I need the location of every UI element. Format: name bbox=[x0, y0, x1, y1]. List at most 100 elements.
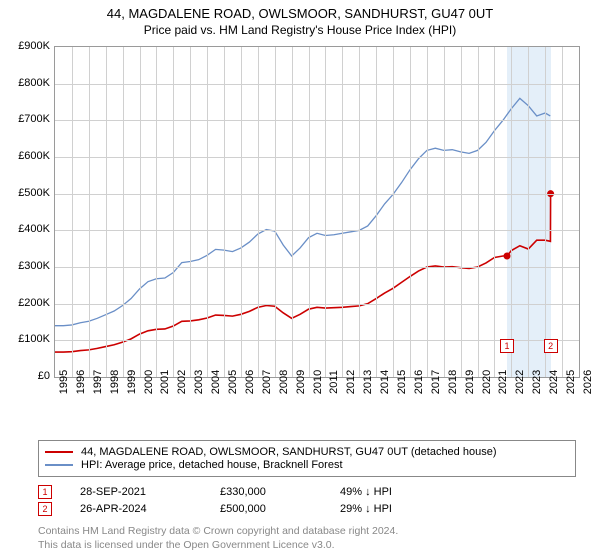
x-tick-label: 2008 bbox=[278, 370, 290, 394]
sales-price: £330,000 bbox=[220, 486, 340, 498]
y-tick-label: £0 bbox=[10, 370, 50, 382]
x-tick-label: 2025 bbox=[565, 370, 577, 394]
legend-swatch bbox=[45, 451, 73, 453]
sale-marker-label: 2 bbox=[544, 339, 558, 353]
gridline-v bbox=[511, 47, 512, 377]
y-tick-label: £700K bbox=[10, 113, 50, 125]
gridline-v bbox=[123, 47, 124, 377]
y-tick-label: £500K bbox=[10, 187, 50, 199]
x-tick-label: 2005 bbox=[227, 370, 239, 394]
sales-marker-num: 2 bbox=[38, 502, 52, 516]
gridline-v bbox=[72, 47, 73, 377]
y-tick-label: £300K bbox=[10, 260, 50, 272]
plot-area: 12 bbox=[54, 46, 580, 378]
x-tick-label: 2010 bbox=[312, 370, 324, 394]
x-tick-label: 1995 bbox=[58, 370, 70, 394]
x-tick-label: 2012 bbox=[345, 370, 357, 394]
x-tick-label: 2013 bbox=[362, 370, 374, 394]
gridline-v bbox=[207, 47, 208, 377]
gridline-h bbox=[55, 194, 579, 195]
gridline-v bbox=[478, 47, 479, 377]
legend-row: HPI: Average price, detached house, Brac… bbox=[45, 459, 569, 471]
gridline-v bbox=[342, 47, 343, 377]
x-tick-label: 2009 bbox=[295, 370, 307, 394]
sales-date: 26-APR-2024 bbox=[80, 503, 220, 515]
sales-row: 2 26-APR-2024£500,00029% ↓ HPI bbox=[38, 502, 576, 516]
gridline-v bbox=[393, 47, 394, 377]
x-tick-label: 2007 bbox=[261, 370, 273, 394]
legend-label: HPI: Average price, detached house, Brac… bbox=[81, 459, 343, 471]
x-tick-label: 2001 bbox=[159, 370, 171, 394]
gridline-v bbox=[292, 47, 293, 377]
x-tick-label: 2019 bbox=[464, 370, 476, 394]
gridline-v bbox=[309, 47, 310, 377]
x-tick-label: 2006 bbox=[244, 370, 256, 394]
y-tick-label: £400K bbox=[10, 223, 50, 235]
y-tick-label: £200K bbox=[10, 297, 50, 309]
x-tick-label: 2017 bbox=[430, 370, 442, 394]
gridline-h bbox=[55, 157, 579, 158]
x-tick-label: 2003 bbox=[193, 370, 205, 394]
sales-delta: 49% ↓ HPI bbox=[340, 486, 460, 498]
gridline-v bbox=[562, 47, 563, 377]
gridline-v bbox=[89, 47, 90, 377]
sales-table: 1 28-SEP-2021£330,00049% ↓ HPI 2 26-APR-202… bbox=[38, 482, 576, 519]
x-tick-label: 2023 bbox=[531, 370, 543, 394]
gridline-v bbox=[224, 47, 225, 377]
x-tick-label: 2015 bbox=[396, 370, 408, 394]
y-tick-label: £600K bbox=[10, 150, 50, 162]
sales-delta: 29% ↓ HPI bbox=[340, 503, 460, 515]
x-tick-label: 1997 bbox=[92, 370, 104, 394]
x-tick-label: 1999 bbox=[126, 370, 138, 394]
sales-date: 28-SEP-2021 bbox=[80, 486, 220, 498]
gridline-v bbox=[325, 47, 326, 377]
sale-marker-label: 1 bbox=[500, 339, 514, 353]
x-tick-label: 2026 bbox=[582, 370, 594, 394]
sales-marker-num: 1 bbox=[38, 485, 52, 499]
gridline-v bbox=[528, 47, 529, 377]
x-tick-label: 2021 bbox=[497, 370, 509, 394]
line-property bbox=[55, 194, 551, 352]
gridline-v bbox=[427, 47, 428, 377]
footer-line2: This data is licensed under the Open Gov… bbox=[38, 538, 398, 552]
sales-price: £500,000 bbox=[220, 503, 340, 515]
gridline-v bbox=[461, 47, 462, 377]
x-tick-label: 2000 bbox=[143, 370, 155, 394]
x-tick-label: 2002 bbox=[176, 370, 188, 394]
title-subtitle: Price paid vs. HM Land Registry's House … bbox=[0, 23, 600, 37]
gridline-v bbox=[190, 47, 191, 377]
gridline-v bbox=[173, 47, 174, 377]
chart-container: 44, MAGDALENE ROAD, OWLSMOOR, SANDHURST,… bbox=[0, 0, 600, 560]
gridline-v bbox=[258, 47, 259, 377]
x-tick-label: 2018 bbox=[447, 370, 459, 394]
chart-svg bbox=[55, 47, 579, 377]
gridline-v bbox=[359, 47, 360, 377]
x-tick-label: 2011 bbox=[328, 370, 340, 394]
gridline-h bbox=[55, 84, 579, 85]
gridline-h bbox=[55, 267, 579, 268]
x-tick-label: 2024 bbox=[548, 370, 560, 394]
x-tick-label: 1998 bbox=[109, 370, 121, 394]
sales-row: 1 28-SEP-2021£330,00049% ↓ HPI bbox=[38, 485, 576, 499]
title-address: 44, MAGDALENE ROAD, OWLSMOOR, SANDHURST,… bbox=[0, 6, 600, 21]
gridline-v bbox=[241, 47, 242, 377]
gridline-v bbox=[444, 47, 445, 377]
gridline-v bbox=[545, 47, 546, 377]
gridline-v bbox=[106, 47, 107, 377]
x-tick-label: 2020 bbox=[481, 370, 493, 394]
gridline-h bbox=[55, 120, 579, 121]
y-tick-label: £100K bbox=[10, 333, 50, 345]
gridline-h bbox=[55, 230, 579, 231]
sale-marker-dot bbox=[503, 253, 510, 260]
chart-area: 12 £0£100K£200K£300K£400K£500K£600K£700K… bbox=[10, 46, 590, 406]
legend-label: 44, MAGDALENE ROAD, OWLSMOOR, SANDHURST,… bbox=[81, 446, 496, 458]
gridline-v bbox=[494, 47, 495, 377]
y-tick-label: £800K bbox=[10, 77, 50, 89]
gridline-v bbox=[140, 47, 141, 377]
x-tick-label: 2014 bbox=[379, 370, 391, 394]
gridline-v bbox=[275, 47, 276, 377]
title-block: 44, MAGDALENE ROAD, OWLSMOOR, SANDHURST,… bbox=[0, 0, 600, 37]
footer: Contains HM Land Registry data © Crown c… bbox=[38, 524, 398, 552]
line-hpi bbox=[55, 98, 550, 325]
x-tick-label: 2016 bbox=[413, 370, 425, 394]
